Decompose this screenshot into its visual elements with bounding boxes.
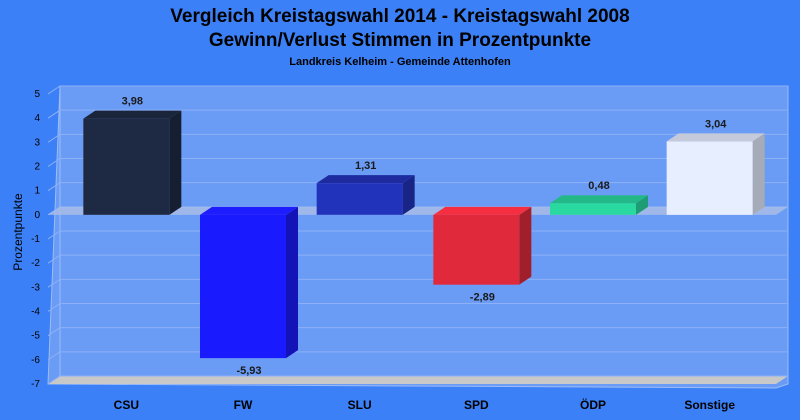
category-label: SPD xyxy=(464,398,489,412)
bar-front xyxy=(550,203,636,215)
bar-side xyxy=(519,206,532,285)
y-tick-label: 1 xyxy=(34,186,40,197)
gridline xyxy=(47,109,788,119)
y-tick-label: 3 xyxy=(34,137,40,148)
chart-title-line1: Vergleich Kreistagswahl 2014 - Kreistags… xyxy=(170,6,629,27)
category-labels: CSU FW SLU SPD ÖDP Sonstige xyxy=(114,397,736,412)
bar-spd xyxy=(433,206,532,285)
gridline xyxy=(47,351,788,361)
gridline xyxy=(47,375,788,385)
bar-front xyxy=(433,214,520,285)
category-label: CSU xyxy=(114,398,139,412)
data-labels: 3,98 -5,93 1,31 -2,89 0,48 3,04 xyxy=(122,96,728,377)
bar-side xyxy=(636,195,648,215)
bar-ödp xyxy=(550,195,648,215)
bar-slu xyxy=(316,175,415,215)
bar-top xyxy=(433,206,532,215)
gridline xyxy=(47,85,788,95)
data-label: 3,04 xyxy=(705,118,727,130)
gridline xyxy=(47,254,788,264)
data-label: 0,48 xyxy=(588,180,609,192)
data-label: 3,98 xyxy=(122,96,143,108)
gridline xyxy=(47,133,788,143)
bar-front xyxy=(200,214,286,359)
bar-front xyxy=(316,183,403,215)
data-label: -5,93 xyxy=(236,365,261,377)
bar-top xyxy=(550,195,648,204)
gridline xyxy=(47,278,788,288)
data-label: -2,89 xyxy=(470,292,495,304)
gridline xyxy=(47,158,788,167)
y-tick-label: 2 xyxy=(34,162,40,173)
bar-side xyxy=(752,133,765,215)
gridline xyxy=(47,182,788,192)
bar-fw xyxy=(200,206,298,359)
y-tick-label: -5 xyxy=(31,331,40,342)
gridline xyxy=(47,327,788,337)
gridline xyxy=(47,303,788,312)
y-tick-label: -2 xyxy=(31,258,40,269)
y-tick-label: -7 xyxy=(31,379,40,390)
y-tick-label: 0 xyxy=(34,210,40,221)
y-axis-ticks: 5 4 3 2 1 0 -1 -2 -3 -4 -5 -6 -7 xyxy=(31,89,40,390)
category-label: Sonstige xyxy=(684,398,735,412)
y-tick-label: -6 xyxy=(31,355,40,366)
data-label: 1,31 xyxy=(355,160,376,172)
bar-front xyxy=(83,118,170,215)
bar-side xyxy=(402,175,415,215)
gridline xyxy=(47,230,788,240)
y-tick-label: 4 xyxy=(34,113,40,124)
bar-top xyxy=(200,206,298,215)
bar-csu xyxy=(83,110,182,215)
plot-floor xyxy=(48,376,788,384)
bar-side xyxy=(286,206,298,359)
y-tick-label: -1 xyxy=(31,234,40,245)
y-tick-label: 5 xyxy=(34,89,40,100)
chart-title-line2: Gewinn/Verlust Stimmen in Prozentpunkte xyxy=(209,30,591,51)
category-label: ÖDP xyxy=(580,397,606,412)
y-tick-label: -4 xyxy=(31,307,40,318)
chart-subtitle: Landkreis Kelheim - Gemeinde Attenhofen xyxy=(289,56,511,68)
bar-top xyxy=(316,175,415,184)
category-label: FW xyxy=(234,398,253,412)
bar-front xyxy=(666,141,753,215)
bar-top xyxy=(666,133,765,142)
bar-sonstige xyxy=(666,133,765,215)
bars xyxy=(83,110,765,359)
bar-side xyxy=(169,110,182,215)
y-tick-label: -3 xyxy=(31,282,40,293)
category-label: SLU xyxy=(348,398,372,412)
bar-top xyxy=(83,110,182,119)
y-axis-label: Prozentpunkte xyxy=(11,193,25,271)
